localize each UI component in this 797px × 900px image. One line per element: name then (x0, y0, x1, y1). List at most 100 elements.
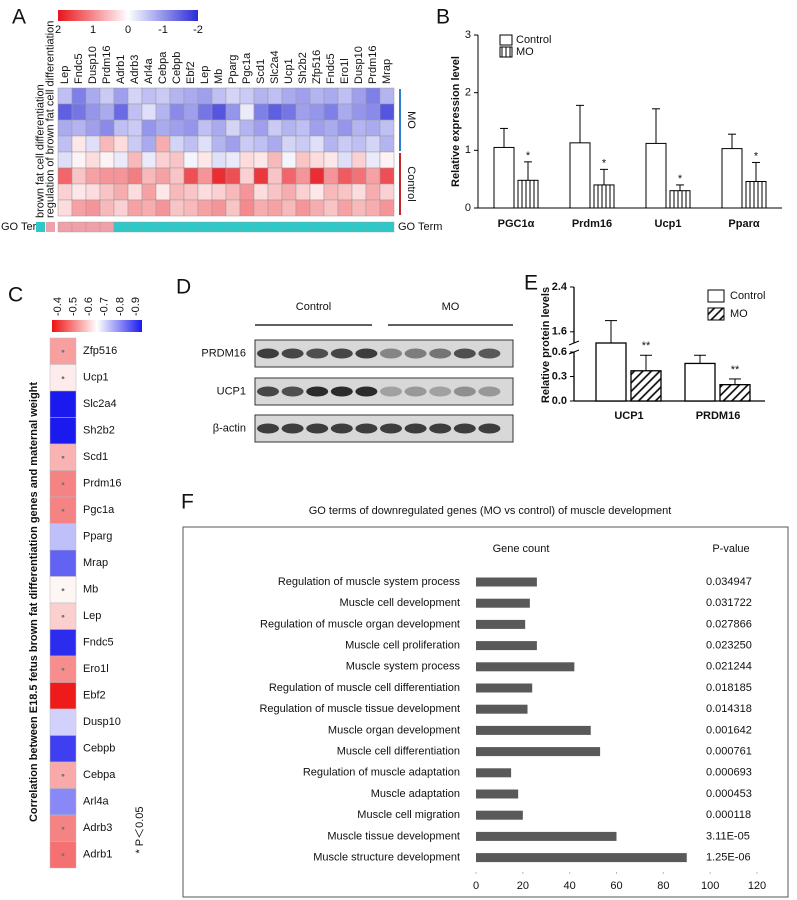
heatmap-cell (155, 103, 171, 121)
group-label: Control (296, 301, 331, 313)
bar (476, 831, 617, 841)
bar (476, 789, 519, 799)
heatmap-cell (99, 103, 115, 121)
color-bar (52, 320, 142, 332)
p-value: 0.034947 (706, 576, 752, 588)
heatmap-cell (295, 167, 311, 185)
p-value: 1.25E-06 (706, 852, 751, 864)
heatmap-cell (295, 151, 311, 169)
blot-band (355, 348, 378, 359)
heatmap-cell (211, 119, 227, 137)
blot-band (281, 386, 304, 397)
row-label: Muscle cell development (340, 597, 460, 609)
significance: * (754, 150, 759, 162)
heatmap-cell (49, 417, 77, 445)
column-header: Gene count (493, 543, 550, 555)
y-tick-label: 1.6 (552, 326, 567, 338)
x-tick-label: PRDM16 (696, 410, 741, 422)
heatmap-cell (309, 103, 325, 121)
heatmap-cell (253, 183, 269, 201)
heatmap-cell (197, 151, 213, 169)
heatmap-cell (225, 119, 241, 137)
gene-label: Arl4a (83, 796, 110, 808)
heatmap-cell (281, 119, 297, 137)
heatmap-cell (169, 167, 185, 185)
go-term-label: GO Term (398, 221, 442, 233)
significance: * (526, 150, 531, 162)
go-term-cell (365, 221, 381, 233)
heatmap-cell (379, 119, 395, 137)
heatmap-cell (183, 135, 199, 153)
heatmap-cell (225, 103, 241, 121)
heatmap-cell (141, 103, 157, 121)
heatmap-cell (211, 103, 227, 121)
y-tick-label: 0 (465, 202, 471, 214)
heatmap-cell (239, 87, 255, 105)
heatmap-cell (379, 183, 395, 201)
heatmap-cell (351, 119, 367, 137)
heatmap-cell (281, 103, 297, 121)
column-header: P-value (712, 543, 749, 555)
heatmap-cell (379, 151, 395, 169)
heatmap-cell (309, 199, 325, 217)
heatmap-cell (351, 167, 367, 185)
blot-band (257, 386, 279, 397)
heatmap-cell (365, 119, 381, 137)
heatmap-cell (169, 119, 185, 137)
heatmap-cell (197, 87, 213, 105)
heatmap-cell (169, 87, 185, 105)
blot-band (429, 386, 452, 397)
heatmap-cell (113, 103, 129, 121)
heatmap-cell (239, 151, 255, 169)
heatmap-cell (211, 151, 227, 169)
go-term-cell (85, 221, 101, 233)
gene-label: Mb (213, 69, 225, 84)
heatmap-cell (113, 167, 129, 185)
color-tick-label: 2 (55, 24, 61, 36)
blot-band (306, 348, 329, 359)
bar (476, 662, 575, 672)
x-tick-label: Ucp1 (655, 218, 682, 230)
gene-label: Scd1 (83, 451, 108, 463)
heatmap-cell (141, 151, 157, 169)
blot-band (478, 386, 501, 397)
blot-band (257, 348, 279, 359)
heatmap-cell (309, 167, 325, 185)
heatmap-cell (141, 199, 157, 217)
heatmap-cell (225, 135, 241, 153)
row-label: Muscle tissue development (327, 830, 460, 842)
row-label: Regulation of muscle cell differentiatio… (269, 682, 460, 694)
significance: * (602, 157, 607, 169)
p-value: 0.021244 (706, 661, 752, 673)
bar (630, 370, 662, 402)
heatmap-cell (309, 135, 325, 153)
blot-band (478, 348, 501, 359)
protein-label: β-actin (213, 422, 246, 434)
heatmap-cell (267, 183, 283, 201)
panel-label: C (8, 284, 23, 307)
heatmap-cell (169, 183, 185, 201)
heatmap-cell (309, 183, 325, 201)
significance: * (678, 173, 683, 185)
heatmap-cell (141, 87, 157, 105)
heatmap-cell (57, 151, 73, 169)
p-value: 0.018185 (706, 682, 752, 694)
bar (493, 146, 515, 209)
heatmap-cell (57, 135, 73, 153)
x-tick-label: 120 (748, 880, 766, 892)
heatmap-cell (239, 183, 255, 201)
heatmap-cell (267, 199, 283, 217)
legend-swatch (499, 46, 513, 58)
heatmap-cell (155, 199, 171, 217)
heatmap-cell (295, 183, 311, 201)
row-label: Muscle system process (346, 661, 461, 673)
legend-label: MO (516, 46, 534, 58)
bar (593, 184, 615, 209)
gene-label: Pgc1a (241, 52, 253, 84)
heatmap-cell (127, 119, 143, 137)
go-term-cell (337, 221, 353, 233)
color-tick-label: -1 (158, 24, 168, 36)
heatmap-cell (351, 103, 367, 121)
x-tick-label: 60 (610, 880, 622, 892)
heatmap-cell (141, 135, 157, 153)
